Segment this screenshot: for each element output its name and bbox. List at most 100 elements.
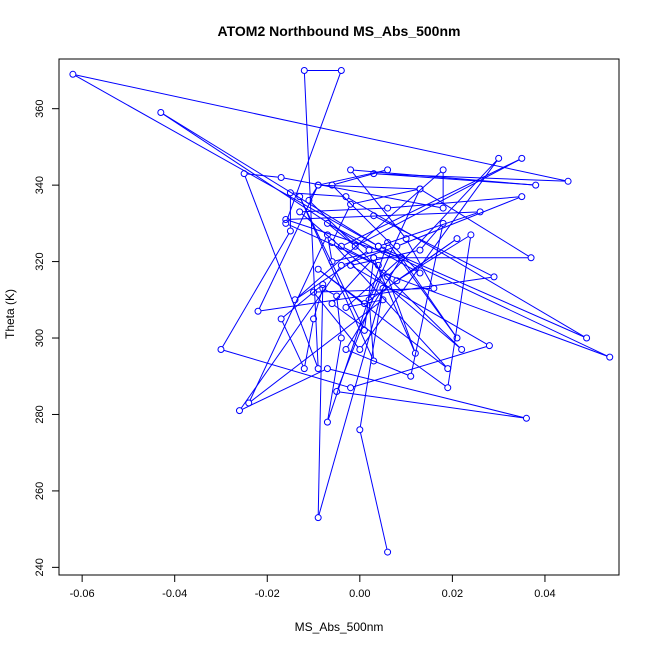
- x-tick-label: -0.06: [70, 588, 95, 600]
- data-point: [314, 265, 322, 273]
- series-segment: [244, 176, 318, 366]
- series-segment: [329, 225, 354, 245]
- data-point: [254, 307, 262, 315]
- series-segment: [376, 216, 492, 276]
- series-segment: [333, 244, 446, 367]
- data-point: [393, 277, 401, 285]
- data-point: [379, 284, 387, 292]
- data-point: [314, 514, 322, 522]
- data-point: [296, 208, 304, 216]
- data-point: [356, 426, 364, 434]
- data-point: [347, 166, 355, 174]
- x-tick-label: 0.02: [442, 588, 463, 600]
- series-lines: [75, 69, 608, 550]
- data-point: [337, 261, 345, 269]
- data-point: [310, 288, 318, 296]
- x-tick-label: 0.00: [349, 588, 370, 600]
- series-segment: [242, 369, 325, 410]
- x-tick-label: 0.04: [534, 588, 555, 600]
- data-point: [490, 273, 498, 281]
- series-segment: [75, 75, 376, 246]
- data-point: [235, 407, 243, 415]
- data-point: [379, 246, 387, 254]
- series-segment: [282, 321, 304, 366]
- series-segment: [247, 173, 279, 178]
- data-point: [402, 235, 410, 243]
- data-point: [397, 254, 405, 262]
- x-axis: -0.06 -0.04 -0.02 0.00 0.02 0.04: [70, 574, 556, 600]
- series-segment: [407, 241, 433, 286]
- data-point: [333, 388, 341, 396]
- series-segment: [376, 173, 565, 182]
- data-point: [518, 154, 526, 162]
- series-segment: [300, 199, 373, 359]
- series-segment: [321, 184, 417, 190]
- series-segment: [317, 287, 324, 515]
- data-point: [439, 219, 447, 227]
- y-tick-label: 300: [34, 329, 46, 347]
- series-segment: [357, 159, 520, 246]
- series-segment: [288, 224, 376, 265]
- series-segment: [399, 197, 520, 246]
- series-segment: [376, 173, 533, 186]
- data-point: [360, 326, 368, 334]
- data-point: [333, 292, 341, 300]
- data-point: [564, 177, 572, 185]
- data-point: [337, 242, 345, 250]
- data-point: [439, 204, 447, 212]
- series-segment: [381, 212, 478, 246]
- series-segment: [353, 189, 417, 205]
- data-point: [305, 196, 313, 204]
- series-segment: [360, 432, 388, 550]
- data-point: [286, 227, 294, 235]
- series-segment: [368, 302, 374, 358]
- series-segment: [310, 187, 317, 198]
- series-points: [69, 66, 614, 556]
- data-point: [393, 242, 401, 250]
- data-point: [532, 181, 540, 189]
- series-segment: [325, 289, 335, 295]
- series-segment: [421, 225, 442, 249]
- data-point: [337, 334, 345, 342]
- data-point: [277, 173, 285, 181]
- data-point: [323, 219, 331, 227]
- data-point: [384, 548, 392, 556]
- data-point: [522, 414, 530, 422]
- data-point: [379, 269, 387, 277]
- data-point: [370, 212, 378, 220]
- data-point: [384, 166, 392, 174]
- data-point: [300, 66, 308, 74]
- data-point: [416, 246, 424, 254]
- data-point: [240, 170, 248, 178]
- series-segment: [381, 247, 584, 338]
- data-point: [323, 418, 331, 426]
- x-tick-label: -0.04: [162, 588, 187, 600]
- series-segment: [284, 177, 441, 208]
- series-segment: [353, 266, 487, 345]
- data-point: [157, 109, 165, 117]
- data-point: [416, 269, 424, 277]
- series-segment: [261, 276, 491, 312]
- y-tick-label: 360: [34, 100, 46, 118]
- data-point: [342, 303, 350, 311]
- data-point: [319, 281, 327, 289]
- series-segment: [334, 305, 446, 387]
- series-segment: [402, 260, 456, 336]
- series-segment: [333, 259, 372, 302]
- series-segment: [364, 260, 374, 328]
- data-point: [347, 261, 355, 269]
- data-point: [365, 296, 373, 304]
- x-axis-label: MS_Abs_500nm: [295, 620, 384, 634]
- data-point: [310, 315, 318, 323]
- data-point: [347, 384, 355, 392]
- series-segment: [300, 199, 364, 328]
- y-axis-label: Theta (K): [3, 289, 17, 339]
- data-point: [374, 261, 382, 269]
- data-point: [370, 170, 378, 178]
- data-point: [277, 315, 285, 323]
- data-point: [360, 300, 368, 308]
- y-tick-label: 280: [34, 405, 46, 423]
- series-segment: [348, 299, 380, 308]
- data-point: [217, 345, 225, 353]
